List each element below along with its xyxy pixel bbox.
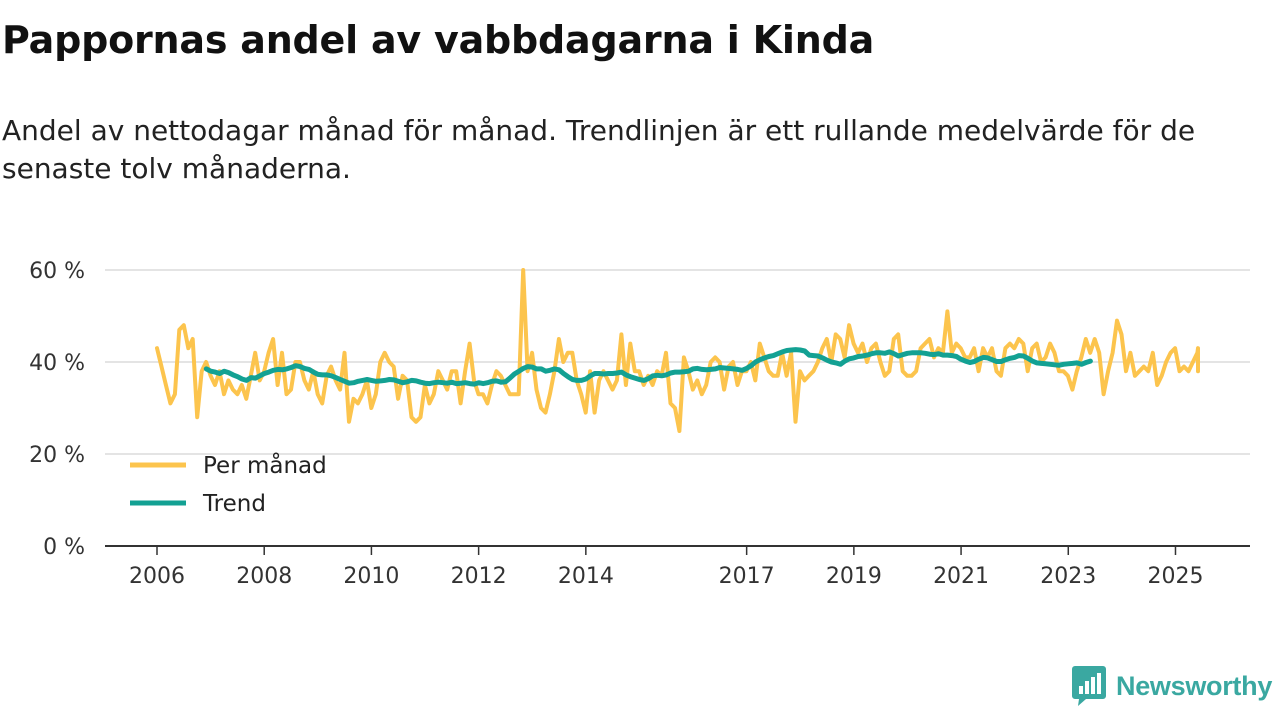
series-line-trend: [203, 347, 1093, 387]
x-tick-label: 2008: [236, 564, 292, 589]
y-tick-label: 40 %: [29, 351, 85, 376]
x-tick-label: 2012: [451, 564, 507, 589]
y-tick-label: 60 %: [29, 259, 85, 284]
line-chart: 0 % 20 % 40 % 60 % 2006 2008 2010 2012 2014 2017…: [29, 259, 1250, 589]
legend: Per månad Trend: [130, 451, 327, 517]
series-line-per-manad: [155, 268, 1200, 433]
x-tick-label: 2023: [1040, 564, 1096, 589]
y-axis-ticks: 0 % 20 % 40 % 60 %: [29, 259, 85, 560]
y-tick-label: 20 %: [29, 443, 85, 468]
x-tick-label: 2021: [933, 564, 989, 589]
x-tick-label: 2019: [826, 564, 882, 589]
y-tick-label: 0 %: [43, 535, 85, 560]
chart-title: Pappornas andel av vabbdagarna i Kinda: [2, 18, 875, 62]
newsworthy-logo-icon: [1072, 666, 1106, 706]
legend-label-trend: Trend: [202, 491, 266, 517]
x-axis-ticks: 2006 2008 2010 2012 2014 2017 2019 2021 2023 2025: [105, 545, 1250, 589]
brand-logo: Newsworthy: [1072, 666, 1272, 706]
x-tick-label: 2025: [1147, 564, 1203, 589]
chart-subtitle: Andel av nettodagar månad för månad. Tre…: [2, 114, 1196, 185]
legend-label-monthly: Per månad: [203, 451, 327, 479]
brand-name: Newsworthy: [1116, 670, 1273, 701]
x-tick-label: 2010: [343, 564, 399, 589]
series-lines: [155, 268, 1200, 433]
x-tick-label: 2006: [129, 564, 185, 589]
x-tick-label: 2014: [558, 564, 614, 589]
x-tick-label: 2017: [719, 564, 775, 589]
